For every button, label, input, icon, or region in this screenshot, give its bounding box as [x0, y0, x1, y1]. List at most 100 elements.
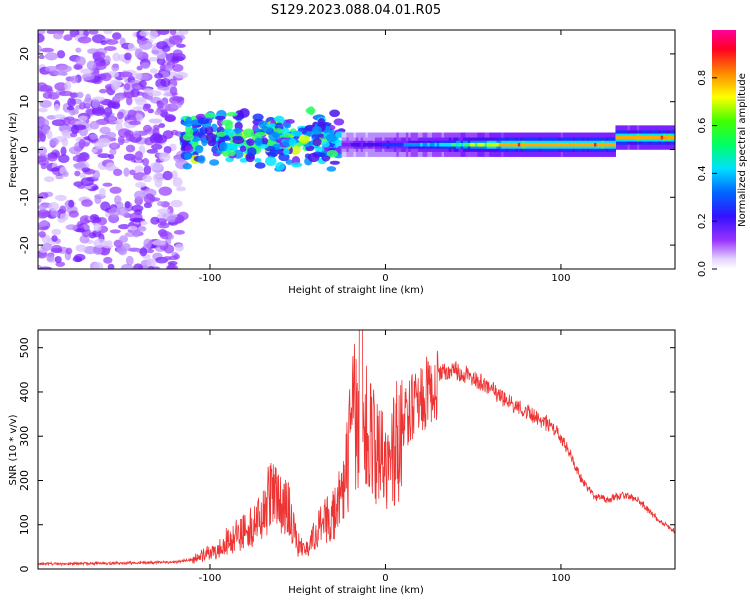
heatmap-cell: [54, 82, 68, 91]
heatmap-cell: [477, 142, 481, 147]
heatmap-cell: [370, 142, 374, 147]
heatmap-cell: [429, 142, 433, 147]
heatmap-cell: [382, 142, 385, 147]
heatmap-cell: [424, 142, 428, 147]
heatmap-cell: [75, 47, 82, 53]
colorbar-gradient: [712, 30, 736, 269]
heatmap-cell: [74, 64, 82, 70]
heatmap-cell: [78, 138, 86, 149]
heatmap-cell: [665, 135, 669, 140]
heatmap-cell: [508, 142, 512, 147]
heatmap-cell: [639, 135, 643, 140]
heatmap-cell: [176, 186, 186, 192]
heatmap-cell: [38, 155, 48, 163]
heatmap-cell: [47, 154, 58, 162]
heatmap-cell: [103, 46, 117, 52]
heatmap-cell: [124, 201, 131, 209]
heatmap-cell: [663, 135, 666, 140]
heatmap-cell: [565, 142, 569, 147]
heatmap-cell: [147, 108, 154, 114]
heatmap-cell: [38, 107, 48, 113]
heatmap-cell: [62, 117, 71, 126]
heatmap-cell: [165, 65, 173, 72]
heatmap-cell: [125, 255, 134, 266]
heatmap-cell: [610, 142, 614, 147]
heatmap-cell: [102, 99, 109, 106]
heatmap-cell: [386, 142, 390, 147]
heatmap-cell: [166, 215, 178, 223]
heatmap-cell: [75, 56, 86, 67]
heatmap-cell: [75, 227, 86, 233]
snr-y-axis-label: SNR (10 * v/v): [8, 414, 19, 485]
heatmap-cell: [38, 231, 46, 238]
heatmap-cell: [482, 142, 485, 147]
heatmap-cell: [93, 238, 107, 248]
heatmap-cell: [86, 60, 97, 71]
heatmap-cell: [72, 154, 86, 163]
heatmap-cell: [91, 148, 98, 154]
heatmap-cell: [603, 142, 607, 147]
heatmap-cell: [617, 135, 621, 140]
heatmap-cell: [103, 256, 113, 264]
heatmap-cell: [601, 142, 605, 147]
heatmap-cell: [285, 159, 293, 165]
heatmap-cell: [162, 130, 174, 140]
heatmap-cell: [374, 142, 378, 147]
heatmap-cell: [651, 135, 655, 140]
heatmap-cell: [544, 142, 547, 147]
heatmap-cell: [353, 142, 357, 147]
heatmap-cell: [109, 186, 122, 194]
heatmap-cell: [223, 128, 236, 137]
heatmap-cell: [351, 142, 354, 147]
heatmap-cell: [389, 142, 393, 147]
heatmap-cell: [129, 217, 144, 222]
heatmap-cell: [173, 229, 185, 235]
heatmap-cell: [182, 162, 192, 170]
heatmap-cell: [572, 142, 576, 147]
snr-y-tick-label: 200: [18, 470, 31, 491]
heatmap-cell: [133, 263, 144, 269]
heatmap-cell: [329, 160, 340, 165]
heatmap-cell: [584, 142, 588, 147]
heatmap-cell: [43, 176, 55, 183]
heatmap-cell: [465, 142, 469, 147]
heatmap-y-tick-label: 20: [18, 47, 31, 61]
heatmap-cell: [311, 125, 322, 135]
heatmap-cell: [53, 70, 67, 76]
heatmap-cell: [479, 142, 483, 147]
heatmap-cell: [548, 142, 552, 147]
heatmap-cell: [171, 56, 185, 62]
heatmap-x-tick-label: -100: [199, 273, 222, 284]
heatmap-cell: [139, 30, 150, 37]
heatmap-cell: [123, 167, 130, 177]
heatmap-cell: [154, 72, 164, 79]
snr-x-axis-label: Height of straight line (km): [288, 585, 424, 596]
heatmap-cell: [67, 97, 76, 108]
heatmap-cell: [107, 263, 115, 269]
heatmap-cell: [317, 152, 326, 157]
heatmap-cell: [326, 149, 339, 158]
heatmap-cell: [307, 152, 320, 163]
heatmap-cell: [667, 135, 671, 140]
heatmap-cell: [68, 210, 79, 218]
heatmap-cell: [672, 135, 675, 140]
heatmap-cell: [653, 135, 657, 140]
heatmap-cell: [145, 193, 154, 200]
heatmap-cell: [360, 142, 364, 147]
heatmap-cell: [142, 124, 152, 133]
heatmap-cell: [515, 142, 519, 147]
heatmap-cell: [51, 228, 62, 236]
heatmap-cell: [355, 142, 359, 147]
heatmap-cell: [56, 50, 66, 59]
heatmap-cell: [226, 112, 238, 117]
heatmap-cell: [305, 107, 316, 114]
heatmap-cell: [138, 226, 147, 232]
snr-y-tick-label: 300: [18, 426, 31, 447]
heatmap-cell: [239, 145, 247, 152]
heatmap-cell: [38, 132, 45, 139]
heatmap-cell: [536, 142, 540, 147]
heatmap-cell: [109, 229, 121, 234]
heatmap-cell: [116, 111, 124, 120]
heatmap-cell: [117, 206, 129, 216]
